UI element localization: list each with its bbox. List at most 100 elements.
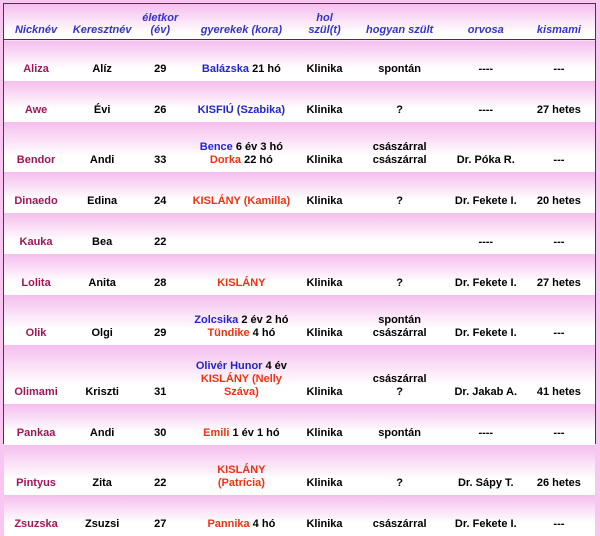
child-line: Száva)	[186, 386, 296, 399]
cell-age: 22	[136, 445, 184, 495]
child-line: KISLÁNY	[186, 464, 296, 477]
cell-firstname: Zita	[68, 445, 136, 495]
cell-birthtype: spontán	[351, 404, 449, 445]
cell-age: 33	[136, 122, 184, 172]
cell-age: 29	[136, 40, 184, 82]
cell-firstname: Zsuzsi	[68, 495, 136, 536]
cell-children: KISFIÚ (Szabika)	[184, 81, 298, 122]
child-age-text: 6 év 3 hó	[233, 141, 283, 153]
cell-kismami: 27 hetes	[523, 254, 595, 295]
cell-doctor: Dr. Jakab A.	[449, 345, 523, 404]
cell-doctor: Dr. Fekete I.	[449, 172, 523, 213]
cell-birthplace: Klinika	[298, 445, 350, 495]
birthtype-line: spontán	[353, 314, 447, 327]
cell-nickname: Olik	[4, 295, 68, 345]
cell-firstname: Edina	[68, 172, 136, 213]
child-age-text: 22 hó	[241, 154, 273, 166]
child-age-text: 2 év 2 hó	[238, 314, 288, 326]
birthtype-line: spontán	[353, 63, 447, 76]
child-name: Dorka	[210, 154, 241, 166]
birthtype-line: császárral	[353, 373, 447, 386]
cell-firstname: Andi	[68, 122, 136, 172]
cell-nickname: Lolita	[4, 254, 68, 295]
cell-children: Balázska 21 hó	[184, 40, 298, 82]
cell-firstname: Alíz	[68, 40, 136, 82]
cell-age: 29	[136, 295, 184, 345]
cell-children	[184, 213, 298, 254]
cell-birthplace: Klinika	[298, 81, 350, 122]
cell-birthplace: Klinika	[298, 40, 350, 82]
child-line: KISLÁNY (Kamilla)	[186, 195, 296, 208]
column-header-birthtype: hogyan szült	[351, 4, 449, 40]
column-header-doctor: orvosa	[449, 4, 523, 40]
cell-birthplace: Klinika	[298, 345, 350, 404]
child-name: KISLÁNY	[217, 464, 265, 476]
cell-children: Emili 1 év 1 hó	[184, 404, 298, 445]
cell-children: KISLÁNY(Patrícia)	[184, 445, 298, 495]
cell-doctor: Dr. Fekete I.	[449, 295, 523, 345]
cell-doctor: Dr. Fekete I.	[449, 495, 523, 536]
child-line: Dorka 22 hó	[186, 154, 296, 167]
cell-nickname: Dinaedo	[4, 172, 68, 213]
cell-nickname: Bendor	[4, 122, 68, 172]
child-line: KISLÁNY (Nelly	[186, 373, 296, 386]
child-name: Emili	[203, 427, 229, 439]
child-name: (Patrícia)	[218, 477, 265, 489]
cell-birthplace: Klinika	[298, 404, 350, 445]
cell-birthplace: Klinika	[298, 172, 350, 213]
cell-kismami: 20 hetes	[523, 172, 595, 213]
child-name: KISLÁNY (Nelly	[201, 373, 282, 385]
child-line: Olivér Hunor 4 év	[186, 360, 296, 373]
child-age-text: 1 év 1 hó	[229, 427, 279, 439]
cell-nickname: Aliza	[4, 40, 68, 82]
child-line: KISLÁNY	[186, 277, 296, 290]
child-age-text: 21 hó	[249, 63, 281, 75]
cell-kismami: ---	[523, 40, 595, 82]
column-header-children: gyerekek (kora)	[184, 4, 298, 40]
cell-kismami: ---	[523, 495, 595, 536]
birthtype-line: ?	[353, 386, 447, 399]
child-line: Balázska 21 hó	[186, 63, 296, 76]
cell-kismami: ---	[523, 213, 595, 254]
cell-firstname: Bea	[68, 213, 136, 254]
cell-kismami: ---	[523, 295, 595, 345]
birthtype-line: ?	[353, 104, 447, 117]
cell-doctor: ----	[449, 213, 523, 254]
child-line: Zolcsika 2 év 2 hó	[186, 314, 296, 327]
cell-birthplace: Klinika	[298, 254, 350, 295]
child-name: Száva)	[224, 386, 259, 398]
child-name: Olivér Hunor	[196, 360, 263, 372]
cell-doctor: ----	[449, 40, 523, 82]
child-age-text: 4 hó	[250, 327, 276, 339]
child-age-text: 4 hó	[250, 518, 276, 530]
cell-kismami: 26 hetes	[523, 445, 595, 495]
cell-age: 24	[136, 172, 184, 213]
cell-birthtype: ?	[351, 254, 449, 295]
child-name: KISFIÚ (Szabika)	[198, 104, 285, 116]
birthtype-line: ?	[353, 195, 447, 208]
cell-firstname: Kriszti	[68, 345, 136, 404]
child-line: Emili 1 év 1 hó	[186, 427, 296, 440]
cell-doctor: Dr. Póka R.	[449, 122, 523, 172]
cell-firstname: Évi	[68, 81, 136, 122]
birthtype-line: császárral	[353, 141, 447, 154]
child-name: Zolcsika	[194, 314, 238, 326]
cell-birthplace	[298, 213, 350, 254]
birthtype-line: spontán	[353, 427, 447, 440]
child-name: Balázska	[202, 63, 249, 75]
cell-kismami: 27 hetes	[523, 81, 595, 122]
birthtype-line: császárral	[353, 154, 447, 167]
cell-birthtype: császárral	[351, 495, 449, 536]
birthtype-line: császárral	[353, 518, 447, 531]
cell-birthtype: spontán	[351, 40, 449, 82]
